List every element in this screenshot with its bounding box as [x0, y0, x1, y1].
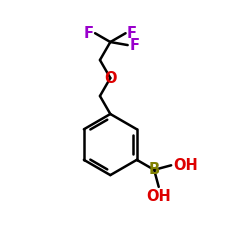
Text: F: F	[127, 26, 137, 41]
Text: OH: OH	[173, 158, 198, 173]
Text: B: B	[148, 162, 160, 177]
Text: F: F	[129, 38, 139, 52]
Text: OH: OH	[146, 189, 171, 204]
Text: F: F	[84, 26, 94, 41]
Text: O: O	[104, 70, 117, 86]
